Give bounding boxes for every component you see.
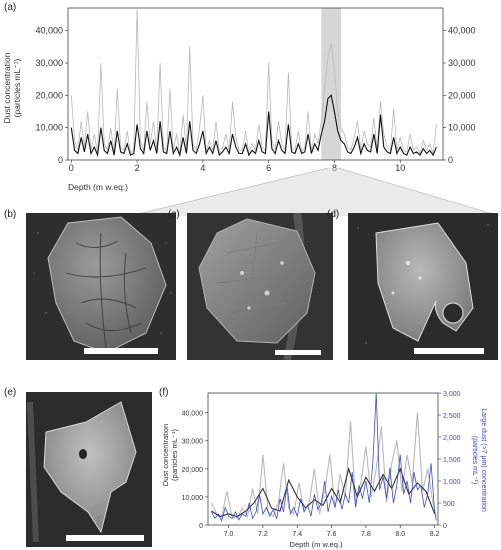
sem-image-c [187, 213, 333, 360]
x-tick-label: 7.4 [292, 531, 302, 538]
y-tick-label: 0 [199, 523, 203, 530]
y2-tick-label: 3,000 [443, 391, 461, 398]
panel-label-f: (f) [159, 387, 169, 398]
x-tick-label: 7.6 [327, 531, 337, 538]
x-tick-label: 0 [69, 163, 74, 173]
y-tick-label: 40,000 [182, 411, 204, 418]
x-tick-label: 7.8 [361, 531, 371, 538]
y2-tick-label: 2,000 [443, 435, 461, 442]
y-tick-label: 20,000 [182, 467, 204, 474]
x-tick-label: 7.0 [224, 531, 234, 538]
x-tick-label: 4 [200, 163, 205, 173]
scale-bar-e [66, 535, 144, 541]
zoom-connector [129, 168, 501, 217]
y-tick-label: 30,000 [182, 439, 204, 446]
y-right-tick-label: 0 [448, 155, 453, 165]
x-tick-label: 8.2 [430, 531, 440, 538]
sem-image-d [348, 213, 498, 360]
panel-label-c: (c) [168, 209, 180, 220]
x-tick-label: 10 [395, 163, 405, 173]
chart-f-y2label: Large dust (>7 μm) concentration [480, 408, 487, 512]
series-line-1 [211, 466, 436, 518]
series-line-1 [70, 94, 437, 158]
x-tick-label: 2 [135, 163, 140, 173]
chart-f-ylabel: Dust concentration [161, 424, 170, 487]
scale-bar-d [414, 348, 484, 354]
highlight-region [321, 8, 342, 160]
y2-tick-label: 1,000 [443, 479, 461, 486]
panel-label-d: (d) [327, 209, 340, 220]
series-line-2 [211, 392, 437, 522]
plot-frame [67, 7, 444, 161]
sem-image-e [26, 392, 152, 547]
scale-bar-c [275, 350, 321, 355]
chart-f: 7.0 7.2 7.4 7.6 7.8 8.0 8.2010,00020,00030,000… [161, 391, 487, 549]
chart-a-ylabel-unit: (particles mL⁻¹) [12, 58, 22, 117]
series-line-0 [210, 412, 437, 519]
sem-image-b [26, 213, 176, 360]
chart-a: 0246810010,00020,00030,00040,000010,0002… [2, 7, 476, 192]
x-tick-label: 8.0 [395, 531, 405, 538]
y2-tick-label: 500 [443, 501, 455, 508]
y-tick-label: 20,000 [35, 90, 63, 100]
y-tick-label: 0 [58, 155, 63, 165]
chart-a-xlabel: Depth (m w.eq.) [68, 182, 128, 192]
y-tick-label: 10,000 [35, 123, 63, 133]
y-right-tick-label: 30,000 [448, 58, 476, 68]
y-right-tick-label: 40,000 [448, 26, 476, 36]
chart-f-y2label-unit: (particles mL⁻¹) [471, 436, 478, 484]
x-tick-label: 7.2 [258, 531, 268, 538]
panel-label-b: (b) [4, 209, 17, 220]
chart-f-ylabel-unit: (particles mL⁻¹) [170, 429, 179, 481]
y2-tick-label: 1,500 [443, 457, 461, 464]
panel-label-e: (e) [4, 387, 17, 398]
chart-f-xlabel: Depth (m w.eq.) [290, 540, 343, 549]
chart-a-ylabel: Dust concentration [2, 52, 12, 123]
y-right-tick-label: 10,000 [448, 123, 476, 133]
y-right-tick-label: 20,000 [448, 90, 476, 100]
panel-label-a: (a) [4, 2, 17, 13]
y-tick-label: 40,000 [35, 26, 63, 36]
y2-tick-label: 2,500 [443, 413, 461, 420]
series-line-0 [70, 7, 437, 155]
y-tick-label: 30,000 [35, 58, 63, 68]
y-tick-label: 10,000 [182, 495, 204, 502]
y2-tick-label: 0 [443, 523, 447, 530]
x-tick-label: 6 [266, 163, 271, 173]
scale-bar-b [84, 348, 158, 354]
